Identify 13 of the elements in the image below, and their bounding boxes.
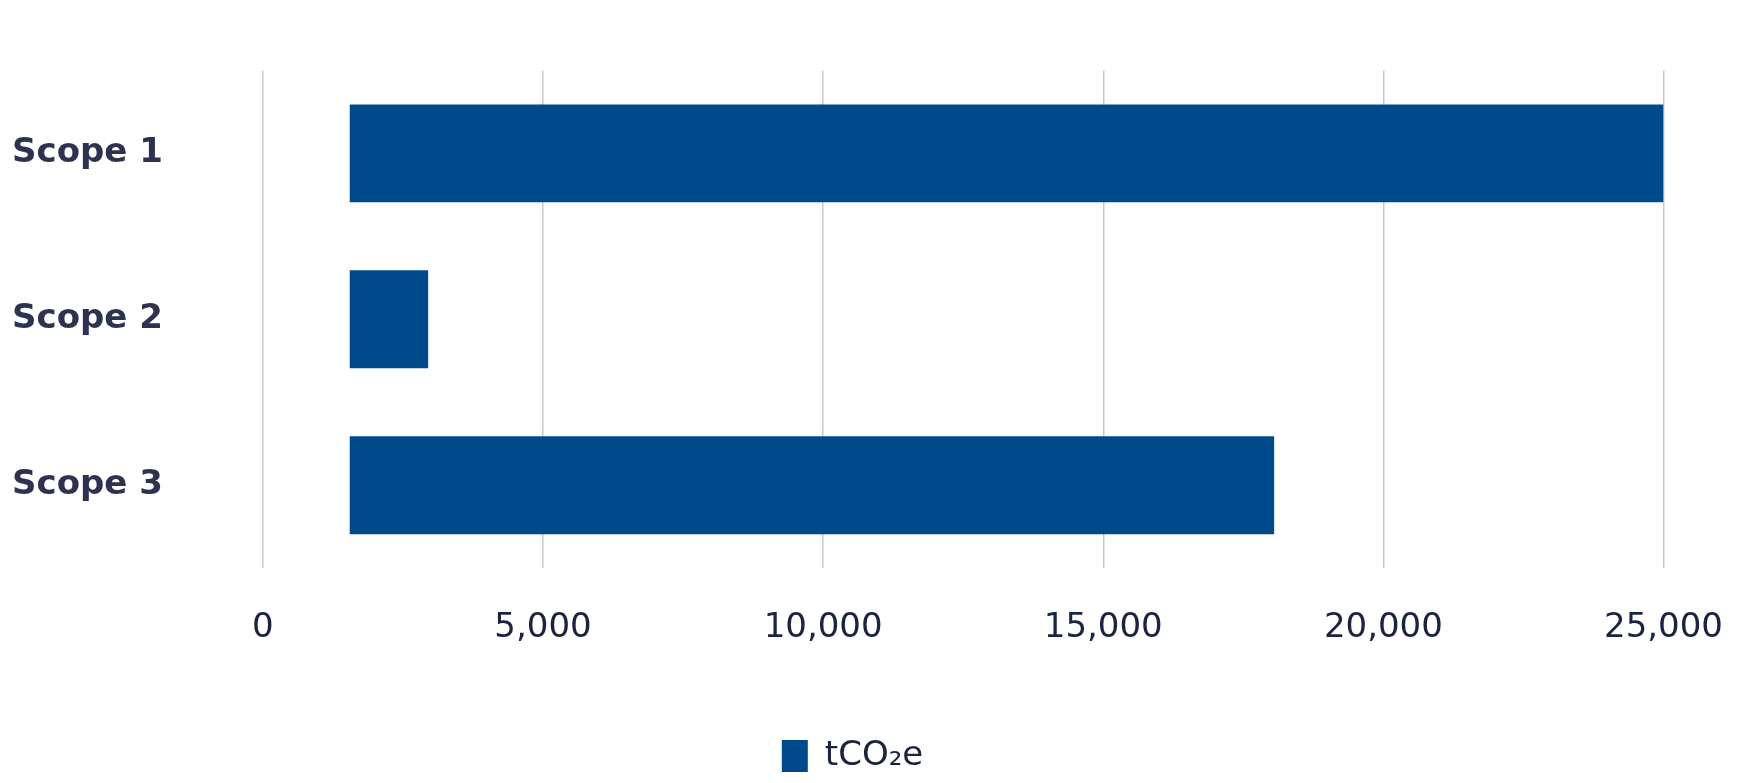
bar [349, 270, 429, 369]
legend-label: tCO₂e [824, 732, 924, 773]
y-tick-label: Scope 1 [12, 130, 163, 171]
x-tick-label: 25,000 [1604, 605, 1723, 646]
x-tick-label: 15,000 [1043, 605, 1163, 646]
x-tick-label: 10,000 [763, 605, 883, 646]
y-tick-label: Scope 2 [12, 296, 163, 337]
x-tick-label: 5,000 [494, 605, 592, 646]
bar [349, 436, 1275, 535]
y-tick-label: Scope 3 [12, 462, 163, 503]
x-tick-label: 0 [252, 605, 274, 646]
bar [349, 104, 1664, 203]
x-tick-label: 20,000 [1323, 605, 1443, 646]
